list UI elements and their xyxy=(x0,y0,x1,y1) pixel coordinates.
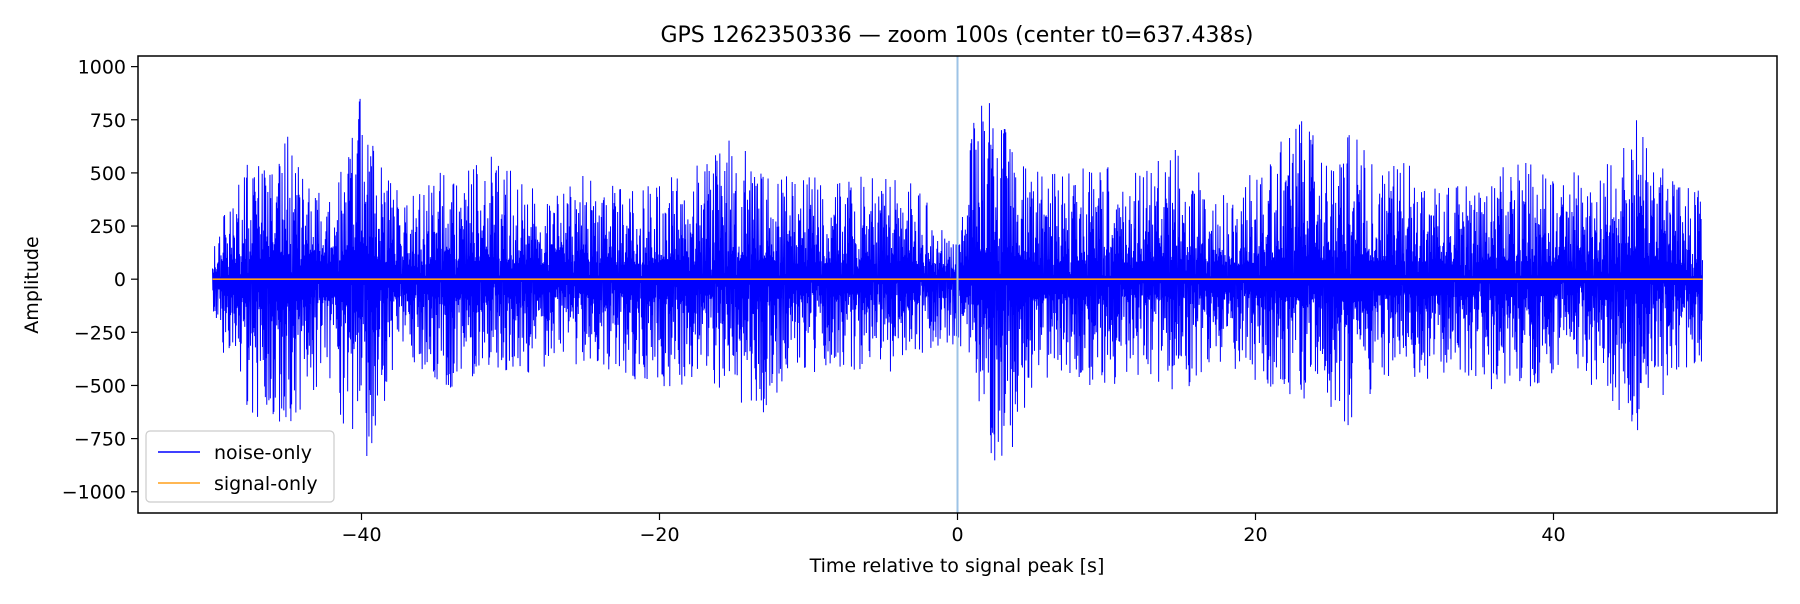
legend-box xyxy=(145,430,335,503)
legend-label-noise-only: noise-only xyxy=(214,442,312,464)
y-tick-label: 0 xyxy=(114,269,126,291)
legend: noise-only signal-only xyxy=(145,430,335,503)
y-tick-label: 750 xyxy=(90,110,126,132)
y-tick-label: −500 xyxy=(74,375,126,397)
y-tick-label: 1000 xyxy=(78,57,126,79)
x-tick-label: 20 xyxy=(1243,524,1267,546)
y-axis-label: Amplitude xyxy=(21,236,43,333)
x-tick-label: −20 xyxy=(639,524,679,546)
y-tick-label: −250 xyxy=(74,322,126,344)
x-tick-label: 40 xyxy=(1541,524,1565,546)
y-tick-label: 500 xyxy=(90,163,126,185)
y-tick-label: 250 xyxy=(90,216,126,238)
chart-title: GPS 1262350336 — zoom 100s (center t0=63… xyxy=(660,23,1253,48)
x-axis-label: Time relative to signal peak [s] xyxy=(809,555,1105,577)
legend-label-signal-only: signal-only xyxy=(214,473,318,495)
y-tick-label: −1000 xyxy=(62,482,126,504)
x-tick-label: −40 xyxy=(341,524,381,546)
x-tick-label: 0 xyxy=(951,524,963,546)
y-tick-label: −750 xyxy=(74,429,126,451)
